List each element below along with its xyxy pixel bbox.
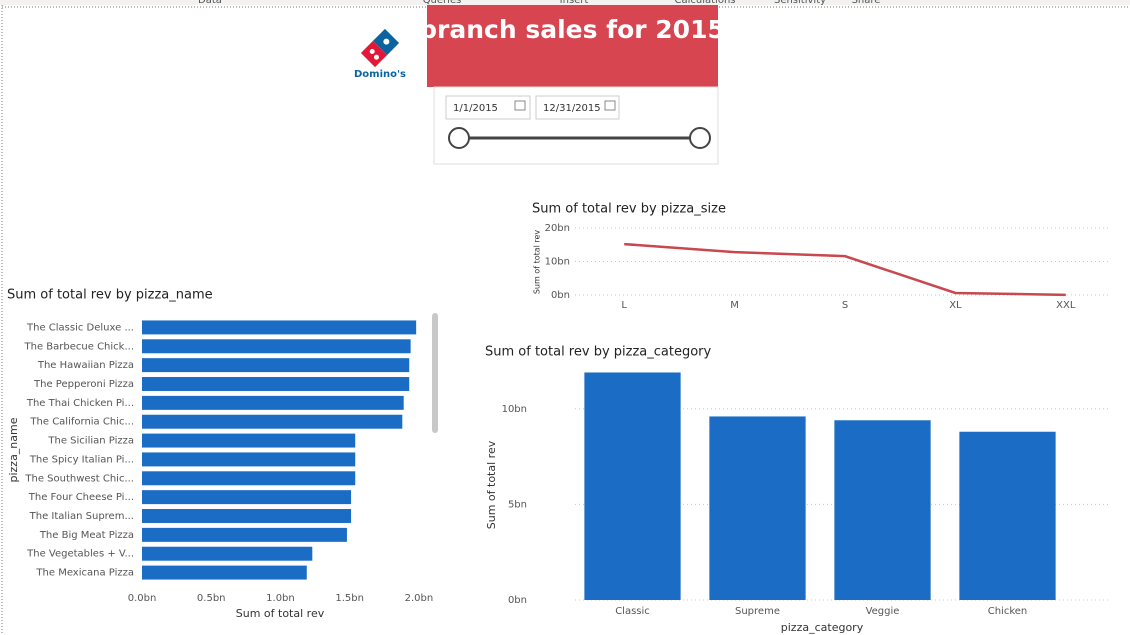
- y-tick-label: 10bn: [545, 257, 570, 268]
- y-tick-label: The Italian Suprem...: [29, 511, 134, 522]
- x-tick-label: Supreme: [735, 606, 780, 617]
- menu-item: Insert: [560, 0, 589, 6]
- start-date-box[interactable]: [445, 95, 531, 120]
- logo-dot: [373, 54, 379, 60]
- y-tick-label: The Barbecue Chick...: [24, 341, 134, 352]
- y-tick-label: The Spicy Italian Pi...: [29, 454, 134, 465]
- y-tick-label: The California Chic...: [29, 417, 134, 428]
- ribbon: [0, 0, 1130, 5]
- bar: [142, 565, 307, 580]
- x-tick-label: 1.0bn: [266, 593, 295, 604]
- logo-text: Domino's: [354, 69, 406, 80]
- calendar-icon[interactable]: [604, 100, 616, 111]
- x-axis-label: pizza_category: [781, 621, 864, 634]
- x-tick-label: Classic: [615, 606, 650, 617]
- x-tick-label: 0.5bn: [197, 593, 226, 604]
- x-tick-label: 2.0bn: [405, 593, 434, 604]
- x-tick-label: Chicken: [988, 606, 1028, 617]
- menu: Data Queries Insert Calculations Sensitivity…: [198, 0, 880, 6]
- y-tick-label: The Thai Chicken Pi...: [26, 398, 134, 409]
- bar: [142, 490, 352, 505]
- chart-title: Sum of total rev by pizza_name: [7, 288, 213, 303]
- bar: [142, 509, 352, 523]
- bar: [142, 546, 313, 561]
- bar: [142, 320, 417, 335]
- y-tick-label: 0bn: [508, 595, 527, 606]
- bar: [959, 431, 1056, 600]
- y-tick-label: The Hawaiian Pizza: [37, 360, 134, 371]
- bar: [142, 471, 356, 486]
- bar: [142, 527, 347, 542]
- x-axis-label: Sum of total rev: [236, 607, 325, 620]
- slider-handle[interactable]: [689, 127, 711, 149]
- y-tick-label: The Vegetables + V...: [26, 549, 134, 560]
- y-axis-label: Sum of total rev: [485, 440, 498, 529]
- x-tick-label: 0.0bn: [128, 593, 157, 604]
- calendar-icon[interactable]: [514, 100, 526, 111]
- menu-item: Calculations: [675, 0, 736, 6]
- menu-item: Queries: [423, 0, 462, 6]
- logo-dot: [383, 38, 390, 45]
- line: [624, 242, 1066, 297]
- bar: [584, 372, 681, 600]
- y-tick-label: The Southwest Chic...: [24, 473, 134, 484]
- y-tick-label: The Mexicana Pizza: [35, 568, 134, 579]
- logo: Domino's: [354, 28, 406, 80]
- menu-item: Data: [198, 0, 222, 6]
- y-axis-label: pizza_name: [7, 417, 20, 482]
- bar: [142, 377, 410, 391]
- title-banner: [427, 5, 718, 87]
- chart-title: Sum of total rev by pizza_category: [485, 345, 712, 360]
- y-tick-label: 20bn: [545, 223, 570, 234]
- y-tick-label: 0bn: [551, 290, 570, 301]
- bar: [142, 358, 410, 373]
- bar: [142, 414, 403, 429]
- y-axis-label: Sum of total rev: [533, 230, 542, 295]
- end-date-box[interactable]: [535, 95, 620, 120]
- bar: [142, 339, 411, 354]
- bar: [834, 420, 931, 600]
- x-tick-label: XXL: [1056, 300, 1076, 311]
- y-tick-label: The Classic Deluxe ...: [26, 322, 134, 333]
- slider-handle[interactable]: [448, 127, 470, 149]
- bar: [709, 416, 806, 600]
- start-date: 1/1/2015: [453, 103, 498, 114]
- scrollbar[interactable]: [432, 313, 438, 433]
- bar: [142, 452, 356, 467]
- y-tick-label: 5bn: [508, 499, 527, 510]
- end-date: 12/31/2015: [543, 103, 601, 114]
- x-tick-label: XL: [949, 300, 962, 311]
- page-title: branch sales for 2015: [419, 15, 725, 44]
- menu-item: Sensitivity: [774, 0, 826, 6]
- chart-title: Sum of total rev by pizza_size: [532, 202, 726, 217]
- logo-tile: [360, 40, 388, 68]
- x-tick-label: M: [730, 300, 739, 311]
- y-tick-label: The Pepperoni Pizza: [33, 379, 134, 390]
- y-tick-label: 10bn: [502, 404, 527, 415]
- menu-item: Share: [852, 0, 881, 6]
- y-tick-label: The Sicilian Pizza: [47, 436, 134, 447]
- bar: [142, 395, 404, 410]
- x-tick-label: S: [842, 300, 848, 311]
- y-tick-label: The Big Meat Pizza: [39, 530, 134, 541]
- x-tick-label: L: [621, 300, 627, 311]
- x-tick-label: Veggie: [866, 606, 900, 617]
- logo-dot: [369, 49, 375, 55]
- y-tick-label: The Four Cheese Pi...: [28, 492, 134, 503]
- bar: [142, 433, 356, 448]
- x-tick-label: 1.5bn: [335, 593, 364, 604]
